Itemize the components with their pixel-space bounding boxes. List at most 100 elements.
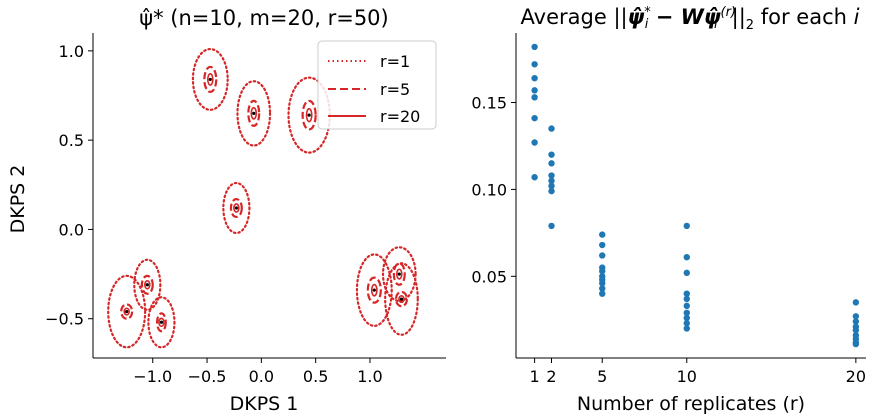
left-chart-title: ψ̂* (n=10, m=20, r=50) (139, 6, 388, 30)
ellipse-r20 (123, 307, 130, 316)
data-point (531, 43, 538, 51)
center-point (145, 283, 149, 287)
right-x-tick-label: 10 (677, 367, 697, 386)
data-point (531, 139, 538, 146)
left-x-tick-label: 0.0 (249, 367, 274, 386)
right-y-tick-label: 0.05 (471, 267, 507, 286)
ellipse-r20 (250, 106, 258, 120)
ellipse-r5 (366, 276, 382, 304)
data-point (683, 269, 690, 277)
right-x-axis-label: Number of replicates (r) (577, 393, 805, 415)
left-x-axis-label: DKPS 1 (230, 393, 299, 415)
ellipse-r20 (305, 107, 313, 123)
legend-box (317, 40, 437, 130)
ellipse-r5 (155, 312, 167, 333)
data-point (548, 125, 555, 132)
left-x-tick-label: −0.5 (188, 367, 227, 386)
ellipse-r5 (229, 197, 243, 219)
ellipse-r1 (355, 253, 393, 327)
left-y-tick-label: 1.0 (59, 42, 84, 61)
right-x-tick-label: 2 (546, 367, 556, 386)
data-point (548, 182, 555, 190)
data-point (683, 253, 690, 261)
ellipse-r20 (395, 268, 403, 280)
center-point (372, 288, 376, 292)
left-x-tick-label: 0.5 (303, 367, 328, 386)
right-x-tick-label: 1 (530, 367, 540, 386)
right-y-tick-label: 0.15 (471, 94, 507, 113)
left-y-tick-label: 0.5 (59, 131, 84, 150)
data-point (852, 313, 860, 320)
data-point (599, 252, 606, 259)
center-point (234, 206, 238, 210)
ellipse-r20 (233, 203, 240, 213)
ellipse-r1 (133, 258, 162, 311)
data-point (683, 290, 690, 297)
left-y-axis-label: DKPS 2 (7, 165, 29, 234)
data-point (548, 177, 555, 184)
ellipse-r5 (120, 303, 134, 320)
center-point (252, 111, 256, 115)
ellipse-r20 (158, 317, 165, 328)
legend-label-r1: r=1 (380, 52, 410, 71)
data-point (852, 326, 860, 334)
data-point (548, 187, 555, 195)
ellipse-r20 (144, 279, 151, 290)
data-point (683, 309, 690, 317)
left-y-tick-label: −0.5 (45, 310, 84, 329)
left-chart: −1.0 −0.5 0.0 0.5 1.0 −0.5 0.0 0.5 1.0 (45, 33, 446, 386)
right-chart: 1 2 5 10 20 0.05 0.10 0.15 (471, 33, 866, 386)
ellipse-r5 (301, 99, 317, 131)
ellipse-r20 (370, 283, 378, 297)
center-point (397, 272, 401, 276)
data-point (548, 160, 555, 167)
data-point (531, 87, 538, 94)
data-point (599, 280, 606, 287)
data-point (531, 74, 538, 82)
legend-label-r5: r=5 (380, 80, 410, 99)
data-point (683, 302, 690, 310)
ellipse-r5 (203, 65, 218, 94)
data-point (683, 295, 690, 303)
data-point (531, 94, 538, 101)
data-point (548, 222, 555, 230)
data-point (683, 325, 690, 332)
ellipse-r20 (207, 73, 214, 86)
right-x-tick-label: 20 (846, 367, 866, 386)
data-point (531, 174, 538, 181)
data-point (599, 290, 606, 297)
center-point (208, 77, 212, 82)
ellipse-r20 (398, 295, 405, 304)
right-chart-title: Average ||ψ̂* i − Wψ̂(r) i ||2 for each i (521, 5, 860, 33)
ellipse-r1 (236, 80, 272, 147)
data-point (852, 340, 860, 348)
data-point (599, 285, 606, 292)
center-point (307, 113, 311, 117)
ellipse-r5 (140, 274, 154, 295)
ellipse-r1 (147, 296, 176, 349)
data-point (599, 267, 606, 275)
center-point (125, 309, 129, 314)
left-x-tick-label: 1.0 (357, 367, 382, 386)
ellipse-r1 (384, 262, 419, 336)
legend-label-r20: r=20 (380, 107, 420, 126)
ellipse-r5 (392, 262, 406, 286)
center-point (399, 297, 404, 301)
data-point (683, 314, 690, 322)
ellipse-r1 (222, 181, 251, 235)
ellipse-r5 (394, 290, 408, 308)
data-point (683, 222, 690, 230)
ellipse-r1 (107, 274, 147, 349)
data-point (599, 241, 606, 249)
data-point (683, 320, 690, 327)
right-x-tick-label: 5 (597, 367, 607, 386)
data-point (548, 172, 555, 179)
left-x-tick-label: −1.0 (133, 367, 172, 386)
center-point (159, 320, 164, 324)
data-point (599, 231, 606, 238)
legend: r=1 r=5 r=20 (317, 40, 437, 130)
data-point (548, 151, 555, 158)
data-point (531, 61, 538, 68)
data-point (531, 114, 538, 122)
